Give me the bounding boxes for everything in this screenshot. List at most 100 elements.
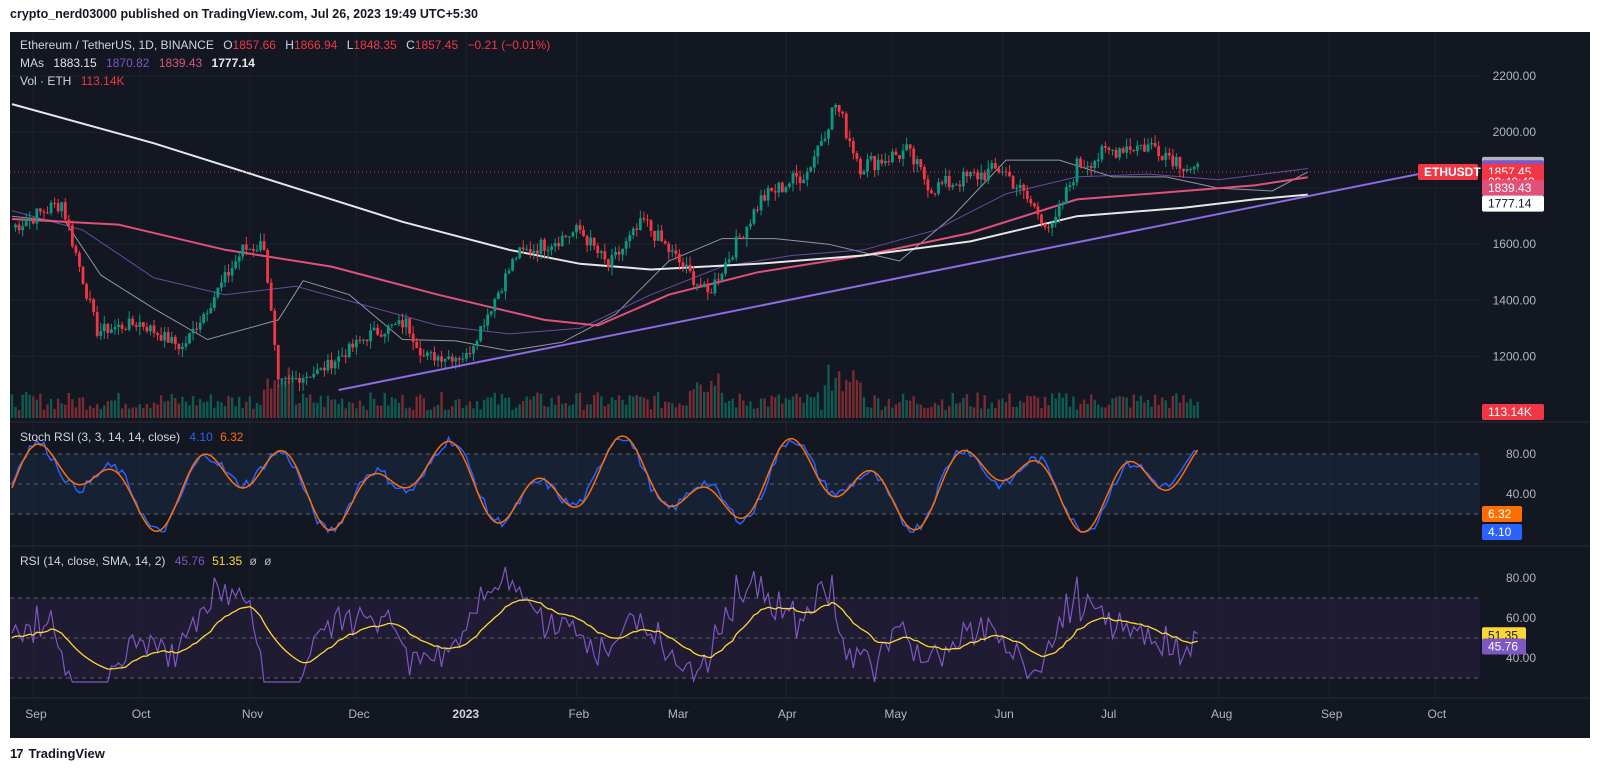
volume-bar	[96, 404, 99, 418]
candle-body	[223, 272, 227, 283]
volume-bar	[422, 398, 425, 418]
volume-bar	[593, 395, 596, 418]
candle-body	[21, 226, 25, 231]
candle-body	[92, 299, 96, 313]
candle-body	[603, 251, 607, 260]
candle-body	[564, 235, 568, 237]
candle-body	[354, 339, 358, 348]
candle-body	[1175, 156, 1178, 167]
candle-body	[759, 195, 763, 211]
volume-bar	[979, 408, 983, 418]
volume-bar	[944, 409, 947, 418]
candle-body	[78, 252, 81, 267]
candle-body	[152, 325, 156, 334]
candle-body	[358, 339, 362, 341]
volume-bar	[1150, 406, 1153, 418]
volume-bar	[514, 407, 518, 418]
time-axis-label: 2023	[452, 707, 479, 721]
volume-bar	[671, 403, 674, 418]
volume-bar	[294, 404, 298, 418]
ma-label[interactable]: MAs	[20, 56, 44, 70]
volume-bar	[1114, 397, 1118, 418]
volume-bar	[1146, 399, 1150, 418]
candle-body	[731, 257, 735, 260]
price-tick-label: 2200.00	[1493, 69, 1537, 83]
candle-body	[67, 219, 71, 226]
ma-100-value: 1839.43	[158, 56, 203, 70]
candle-body	[628, 235, 632, 242]
candle-body	[173, 336, 177, 345]
candle-body	[344, 355, 348, 358]
volume-bar	[429, 409, 433, 418]
candle-body	[145, 327, 149, 332]
price-tick-label: 1200.00	[1493, 349, 1537, 363]
volume-bar	[397, 402, 401, 418]
chart-frame[interactable]: 2200.00 2000.00 1600.00 1400.00 1200.00 1883.…	[10, 32, 1590, 738]
candle-body	[724, 262, 727, 274]
volume-bar	[841, 391, 844, 418]
volume-bar	[262, 389, 266, 418]
candle-body	[1100, 146, 1104, 160]
volume-bar	[230, 397, 234, 418]
symbol-tag[interactable]	[1418, 164, 1478, 181]
rsi-legend: RSI (14, close, SMA, 14, 2) 45.76 51.35 …	[20, 554, 272, 568]
volume-bar	[866, 407, 869, 418]
stoch-title[interactable]: Stoch RSI (3, 3, 14, 14, close)	[20, 430, 181, 444]
rsi-tag	[1482, 638, 1526, 655]
rsi-value: 45.76	[174, 554, 205, 568]
time-axis-label: May	[884, 707, 907, 721]
volume-label[interactable]: Vol · ETH	[20, 74, 72, 88]
candle-body	[1043, 223, 1047, 228]
volume-bar	[198, 398, 202, 418]
volume-bar	[511, 409, 514, 418]
candle-body	[937, 182, 940, 194]
candle-body	[1153, 143, 1157, 147]
volume-bar	[763, 398, 766, 418]
candle-body	[60, 202, 64, 212]
candle-body	[1079, 158, 1082, 168]
candle-body	[642, 218, 646, 220]
candle-body	[312, 373, 316, 378]
volume-bar	[525, 396, 528, 418]
candle-body	[191, 328, 195, 334]
symbol-label[interactable]: Ethereum / TetherUS, 1D, BINANCE	[20, 38, 214, 52]
candle-body	[1189, 169, 1192, 171]
volume-bar	[74, 407, 78, 418]
volume-bar	[965, 394, 969, 418]
volume-bar	[1182, 395, 1185, 418]
candle-body	[1146, 144, 1150, 152]
support-trendline[interactable]	[338, 170, 1433, 391]
candle-body	[780, 182, 784, 193]
volume-bar	[223, 405, 227, 418]
volume-bar	[642, 397, 646, 418]
candle-body	[546, 249, 550, 251]
candle-body	[507, 270, 511, 274]
rsi-title[interactable]: RSI (14, close, SMA, 14, 2)	[20, 554, 166, 568]
volume-value: 113.14K	[80, 74, 125, 88]
volume-bar	[46, 404, 49, 418]
candle-body	[404, 318, 408, 328]
time-axis-label: Sep	[1321, 707, 1343, 721]
candle-body	[411, 333, 415, 342]
stoch-legend: Stoch RSI (3, 3, 14, 14, close) 4.10 6.3…	[20, 430, 243, 444]
volume-bar	[759, 398, 763, 418]
candle-body	[166, 332, 170, 343]
volume-bar	[546, 406, 550, 418]
tradingview-logo[interactable]: 17 TradingView	[10, 746, 105, 761]
candle-body	[386, 325, 390, 334]
candle-body	[947, 175, 951, 188]
volume-bar	[1189, 398, 1192, 418]
candle-body	[1068, 185, 1072, 187]
ma-line-ma-200	[11, 103, 1308, 271]
volume-bar	[1075, 409, 1079, 418]
candle-body	[841, 111, 845, 114]
candle-body	[678, 253, 681, 263]
candle-body	[468, 352, 472, 354]
candle-body	[866, 159, 869, 172]
volume-bar	[28, 394, 31, 418]
candle-body	[433, 352, 436, 361]
chart-canvas[interactable]: 2200.00 2000.00 1600.00 1400.00 1200.00 1883.…	[10, 32, 1590, 738]
candle-body	[347, 343, 351, 358]
candle-body	[1089, 165, 1093, 169]
candle-body	[997, 168, 1001, 173]
